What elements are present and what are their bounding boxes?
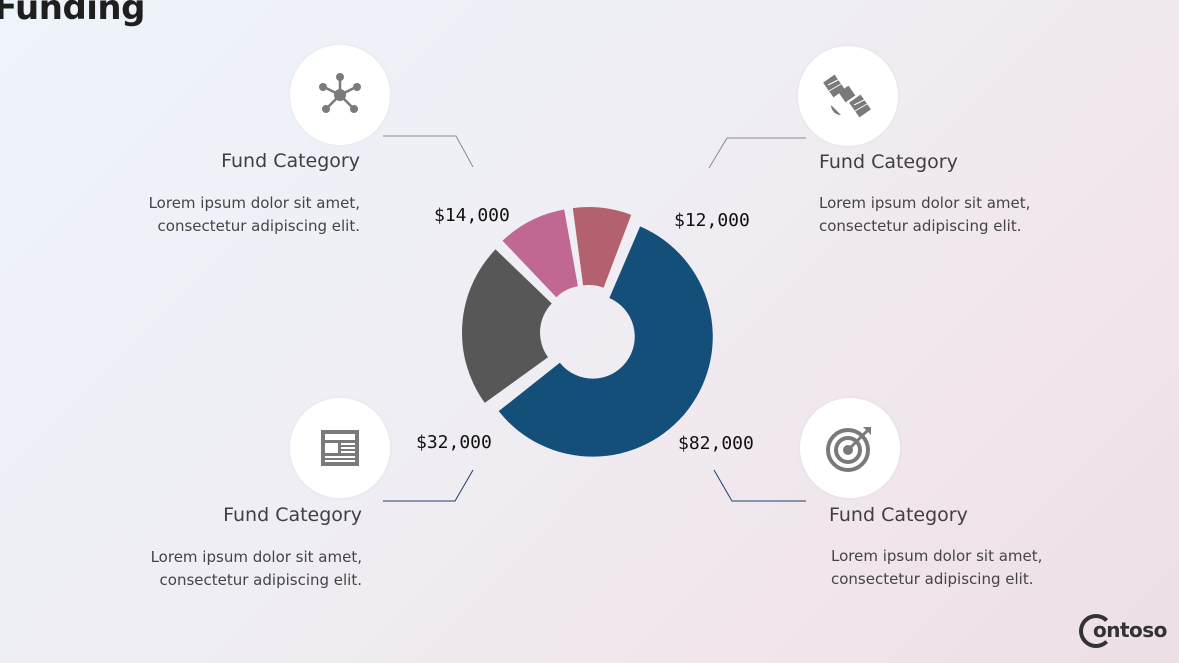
category-desc-line2: consectetur adipiscing elit. — [157, 217, 360, 235]
satellite-icon — [823, 74, 871, 118]
newspaper-icon — [321, 430, 359, 466]
category-desc-line1: Lorem ipsum dolor sit amet, — [150, 548, 362, 566]
category-desc-bottom-left: Lorem ipsum dolor sit amet, consectetur … — [102, 546, 362, 592]
leader-line-bottom-left — [383, 469, 474, 502]
category-desc-line1: Lorem ipsum dolor sit amet, — [819, 194, 1031, 212]
leader-line-top-left — [383, 135, 474, 168]
category-desc-line2: consectetur adipiscing elit. — [159, 571, 362, 589]
category-title-top-left: Fund Category — [221, 150, 360, 172]
category-title-bottom-left: Fund Category — [223, 504, 362, 526]
value-label-32000: $32,000 — [416, 432, 492, 453]
value-label-82000: $82,000 — [678, 433, 754, 454]
category-desc-line1: Lorem ipsum dolor sit amet, — [831, 547, 1043, 565]
category-desc-line2: consectetur adipiscing elit. — [819, 217, 1022, 235]
category-title-bottom-right: Fund Category — [829, 504, 968, 526]
network-icon — [319, 73, 361, 113]
donut-slice-0 — [498, 226, 713, 457]
leader-line-bottom-right — [713, 469, 806, 502]
category-desc-top-right: Lorem ipsum dolor sit amet, consectetur … — [819, 192, 1030, 238]
category-title-top-right: Fund Category — [819, 151, 958, 173]
donut-slice-3 — [572, 207, 632, 288]
icon-circle-top-right — [798, 46, 898, 146]
page-title: Funding — [0, 0, 145, 28]
logo-ring-icon — [1079, 614, 1113, 648]
category-desc-top-left: Lorem ipsum dolor sit amet, consectetur … — [100, 192, 360, 238]
logo-text: ontoso — [1093, 618, 1167, 642]
category-desc-bottom-right: Lorem ipsum dolor sit amet, consectetur … — [831, 545, 1042, 591]
donut-slice-1 — [462, 249, 552, 403]
leader-line-top-right — [708, 137, 806, 169]
category-desc-line1: Lorem ipsum dolor sit amet, — [148, 194, 360, 212]
icon-circle-bottom-right — [800, 398, 900, 498]
value-label-12000: $12,000 — [674, 210, 750, 231]
donut-slice-2 — [502, 209, 578, 298]
icon-circle-bottom-left — [290, 398, 390, 498]
value-label-14000: $14,000 — [434, 205, 510, 226]
icon-circle-top-left — [290, 45, 390, 145]
target-icon — [826, 427, 871, 472]
category-desc-line2: consectetur adipiscing elit. — [831, 570, 1034, 588]
